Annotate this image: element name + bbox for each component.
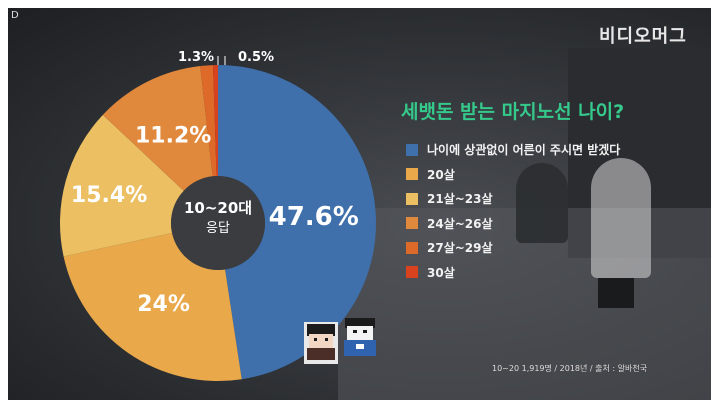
slice-value-label: 1.3% <box>178 50 214 65</box>
legend-swatch <box>406 241 418 254</box>
legend-swatch <box>406 192 418 205</box>
pixel-avatar-left <box>304 322 338 364</box>
chart-legend: 나이에 상관없이 어른이 주시면 받겠다 20살 21살~23살 24살~26살 27살… <box>406 142 620 290</box>
video-frame: D 비디오머그 10~20대 응답 47.6% 24% 15.4% 11.2% 1.3%… <box>8 8 711 400</box>
center-label-line2: 응답 <box>206 221 230 236</box>
pie-slice <box>63 232 242 381</box>
legend-label: 21살~23살 <box>427 192 493 207</box>
legend-item: 27살~29살 <box>406 240 620 255</box>
pie-slice <box>218 65 376 380</box>
legend-swatch <box>406 168 418 181</box>
legend-swatch <box>406 217 418 230</box>
brand-logo: 비디오머그 <box>599 26 687 47</box>
pie-slice <box>60 114 184 257</box>
pie-slice <box>200 65 217 177</box>
legend-item: 21살~23살 <box>406 191 620 206</box>
legend-label: 30살 <box>427 265 455 280</box>
legend-swatch <box>406 143 418 156</box>
chart-title: 세뱃돈 받는 마지노선 나이? <box>401 101 625 123</box>
pie-slice <box>102 66 213 191</box>
legend-label: 27살~29살 <box>427 241 493 256</box>
donut-chart: 10~20대 응답 47.6% 24% 15.4% 11.2% 1.3% 0.5% <box>60 50 376 381</box>
legend-item: 20살 <box>406 167 620 182</box>
slice-value-label: 15.4% <box>71 183 147 208</box>
slice-value-label: 11.2% <box>135 124 211 149</box>
slice-value-label: 0.5% <box>238 50 274 65</box>
legend-item: 나이에 상관없이 어른이 주시면 받겠다 <box>406 142 620 157</box>
source-caption: 10~20 1,919명 / 2018년 / 출처 : 알바천국 <box>492 364 648 373</box>
donut-hole <box>171 176 265 270</box>
legend-swatch <box>406 266 418 279</box>
pie-slice <box>213 65 218 177</box>
legend-item: 24살~26살 <box>406 216 620 231</box>
legend-item: 30살 <box>406 265 620 280</box>
center-label-line1: 10~20대 <box>184 199 252 217</box>
legend-label: 나이에 상관없이 어른이 주시면 받겠다 <box>427 143 621 157</box>
slice-value-label: 24% <box>137 292 190 317</box>
slice-value-label: 47.6% <box>269 202 359 232</box>
corner-mark: D <box>11 10 19 21</box>
legend-label: 20살 <box>427 167 455 182</box>
pixel-avatar-right <box>344 318 376 356</box>
legend-label: 24살~26살 <box>427 216 493 231</box>
